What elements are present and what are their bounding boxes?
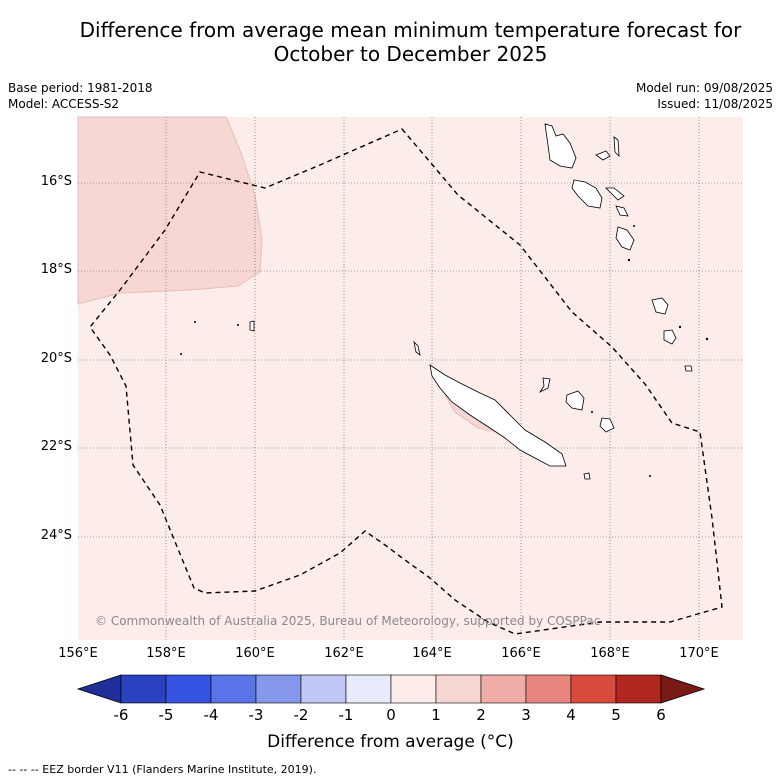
colorbar-segment [255,674,302,704]
colorbar-tick-label: 6 [656,706,666,724]
islands [249,123,693,480]
island-tanna [663,329,677,345]
eez-border [89,128,723,635]
colorbar-extend-low [76,674,122,704]
y-tick-label: 22°S [40,439,72,454]
colorbar-tick-label: -2 [293,706,309,724]
y-tick-label: 16°S [40,174,72,189]
colorbar-segment [480,674,527,704]
x-tick-label: 170°E [679,646,719,661]
colorbar-tick-label: -1 [338,706,354,724]
model-name: Model: ACCESS-S2 [8,97,120,111]
colorbar-tick-label: 3 [521,706,531,724]
island-espiritu-santo [544,123,577,169]
colorbar-segment [120,674,167,704]
title-line-1: Difference from average mean minimum tem… [79,18,742,42]
island-maewo [613,136,620,158]
colorbar-tick-label: 4 [566,706,576,724]
colorbar-segment [345,674,392,704]
y-tick-label: 20°S [40,351,72,366]
colorbar-extend-high [660,674,706,704]
colorbar-segment [300,674,347,704]
island-ouvea [538,377,551,394]
colorbar [76,674,706,704]
island-malekula [571,179,603,209]
copyright-notice: © Commonwealth of Australia 2025, Bureau… [95,614,601,628]
x-tick-label: 168°E [590,646,630,661]
colorbar-tick-label: 5 [611,706,621,724]
title-line-2: October to December 2025 [273,42,548,66]
x-tick-label: 158°E [146,646,186,661]
colorbar-segment [210,674,257,704]
meta-left: Base period: 1981-2018 Model: ACCESS-S2 [8,80,153,112]
y-tick-label: 24°S [40,528,72,543]
island-ambae [595,150,611,161]
island-epi [615,205,629,217]
issued-date: Issued: 11/08/2025 [657,97,773,111]
colorbar-tick-label: -6 [113,706,129,724]
colorbar-tick-label: -5 [158,706,174,724]
island-aneityum [684,365,693,372]
x-tick-label: 156°E [58,646,98,661]
island-new-caledonia [429,364,567,467]
colorbar-tick-label: -3 [248,706,264,724]
small-islets [180,225,709,477]
colorbar-tick-label: 0 [386,706,396,724]
island-pentecost [605,187,625,201]
island-efate [615,226,635,251]
highlight-region-northwest [77,116,263,305]
colorbar-segment [525,674,572,704]
island-mare [599,417,615,433]
grid-lines [78,117,743,640]
x-tick-label: 164°E [412,646,452,661]
island-erromango [651,297,669,315]
colorbar-tick-label: 1 [431,706,441,724]
x-tick-label: 162°E [324,646,364,661]
colorbar-segment [165,674,212,704]
colorbar-segment [390,674,437,704]
meta-right: Model run: 09/08/2025 Issued: 11/08/2025 [636,80,773,112]
eez-footnote: -- -- -- EEZ border V11 (Flanders Marine… [8,763,317,776]
colorbar-tick-label: 2 [476,706,486,724]
colorbar-segment [435,674,482,704]
chart-title: Difference from average mean minimum tem… [0,18,781,66]
island-belep [413,340,421,356]
colorbar-segment [570,674,617,704]
x-tick-label: 166°E [501,646,541,661]
colorbar-title: Difference from average (°C) [267,732,514,752]
y-tick-label: 18°S [40,262,72,277]
colorbar-tick-label: -4 [203,706,219,724]
model-run: Model run: 09/08/2025 [635,81,773,95]
island-small-1 [249,320,255,332]
base-period: Base period: 1981-2018 [8,81,153,95]
island-lifou [565,390,585,411]
x-tick-label: 160°E [235,646,275,661]
colorbar-segment [615,674,662,704]
island-isle-of-pines [583,472,591,480]
